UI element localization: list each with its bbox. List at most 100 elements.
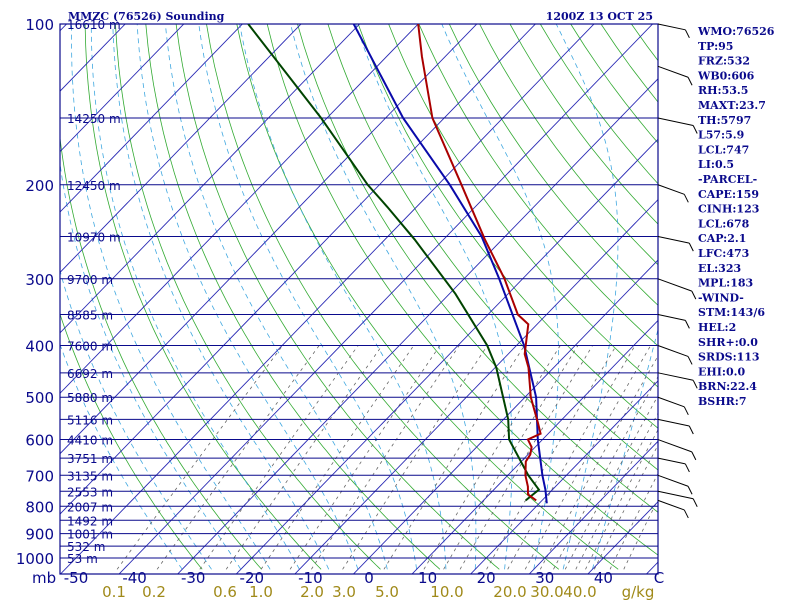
mixing-ratio-tick-label: 0.6: [213, 583, 237, 600]
isotherm: [177, 78, 658, 574]
index-line: STM:143/6: [698, 306, 765, 319]
height-label: 10970 m: [67, 230, 121, 244]
moist-adiabat: [239, 24, 447, 570]
temperature-tick-label: 30: [535, 569, 554, 587]
height-label: 8585 m: [67, 309, 113, 323]
mixing-ratio-tick-label: 3.0: [332, 583, 356, 600]
mixing-ratio-tick-label: 0.1: [102, 583, 126, 600]
mixing-ratio-tick-label: 0.2: [142, 583, 166, 600]
moist-adiabat: [71, 24, 271, 570]
index-line: CAP:2.1: [698, 232, 746, 245]
mixing-ratio-line: [260, 345, 415, 570]
index-line: TP:95: [698, 40, 733, 53]
wind-barb-flag: [687, 356, 693, 365]
index-line: CAPE:159: [698, 188, 759, 201]
index-line: WMO:76526: [697, 25, 775, 38]
height-label: 1001 m: [67, 528, 113, 542]
temperature-line: [417, 24, 542, 502]
isotherm: [60, 24, 302, 274]
pressure-tick-label: 200: [25, 177, 54, 195]
moist-adiabat: [290, 24, 477, 570]
mixing-ratio-labels: 0.1 0.2 0.6 1.0 2.0 3.0 5.0 10.0 20.0 30.0 40.0 g/k…: [102, 583, 654, 600]
pressure-tick-label: 700: [25, 467, 54, 485]
index-line: LFC:473: [698, 247, 749, 260]
wind-barb: [657, 65, 689, 78]
index-line: TH:5797: [698, 114, 751, 127]
mixing-ratio-tick-label: 30.0: [530, 583, 563, 600]
wind-barb-flag: [684, 320, 690, 329]
mixing-ratio-tick-label: 40.0: [563, 583, 596, 600]
height-label: 12450 m: [67, 179, 121, 193]
pressure-axis-labels: 100 200 300 400 500 600 700 800 900 1000: [16, 16, 54, 568]
height-label: 3135 m: [67, 469, 113, 483]
mixing-ratio-line: [342, 345, 488, 570]
wind-barb-flag: [688, 242, 694, 252]
mixing-ratio-tick-label: 10.0: [430, 583, 463, 600]
index-line: BSHR:7: [698, 395, 747, 408]
moist-adiabat: [60, 160, 242, 570]
plot-frame: [59, 23, 659, 575]
wind-barb: [657, 457, 686, 465]
isotherm: [60, 24, 361, 334]
wind-barb-flag: [684, 29, 690, 39]
chart-subtitle: 1200Z 13 OCT 25: [546, 10, 653, 23]
wind-barb-flag: [692, 498, 698, 507]
mixing-ratio-tick-label: 5.0: [375, 583, 399, 600]
index-line: CINH:123: [698, 203, 759, 216]
temperature-tick-label: -10: [298, 569, 323, 587]
isotherm: [60, 24, 478, 455]
isotherm: [294, 199, 658, 574]
height-label: 7600 m: [67, 340, 113, 354]
wind-barb: [657, 236, 690, 244]
index-line: FRZ:532: [698, 55, 750, 68]
index-line: LCL:678: [698, 217, 750, 230]
mixing-ratio-line: [116, 345, 284, 570]
pressure-tick-label: 800: [25, 498, 54, 516]
mixing-ratio-tick-label: 2.0: [300, 583, 324, 600]
index-line: -WIND-: [698, 291, 744, 304]
index-line: LI:0.5: [698, 158, 734, 171]
wind-barb: [657, 345, 689, 357]
wind-barb: [657, 439, 692, 453]
index-line: MAXT:23.7: [698, 99, 766, 112]
moist-adiabat: [112, 24, 330, 570]
temperature-unit-label: C: [654, 569, 664, 587]
temperature-tick-label: -40: [122, 569, 147, 587]
mixing-ratio-line: [507, 345, 636, 570]
wind-barb-flag: [683, 194, 689, 203]
mixing-ratio-tick-label: 20.0: [493, 583, 526, 600]
wind-profile: [657, 23, 698, 519]
wind-barb: [657, 23, 686, 31]
isotherm: [470, 380, 658, 574]
pressure-tick-label: 500: [25, 389, 54, 407]
height-label: 1492 m: [67, 514, 113, 528]
wind-barb: [657, 278, 692, 292]
mixing-ratio-line: [575, 412, 658, 570]
temperature-tick-label: 40: [594, 569, 613, 587]
temperature-tick-label: -50: [64, 569, 89, 587]
wind-barb: [657, 474, 689, 487]
index-line: BRN:22.4: [698, 380, 757, 393]
temperature-tick-label: -30: [181, 569, 206, 587]
index-line: L57:5.9: [698, 129, 744, 142]
moist-adiabat: [60, 269, 212, 570]
isotherm: [118, 24, 654, 574]
index-line: MPL:183: [698, 277, 753, 290]
wind-barb: [657, 372, 694, 381]
wind-barb-flag: [691, 451, 697, 461]
isotherm: [235, 138, 658, 574]
isotherm: [60, 24, 595, 574]
temperature-axis-labels: mb -50 -40 -30 -20 -10 0 10 20 30 40 C: [32, 569, 664, 587]
wind-barb-flag: [683, 509, 689, 519]
height-label: 53 m: [67, 552, 98, 566]
plot-frame-border: [59, 23, 659, 575]
chart-title: MMZC (76526) Sounding: [68, 10, 225, 23]
isotherm: [352, 259, 658, 574]
mixing-ratio-line: [459, 345, 593, 570]
height-label: 2007 m: [67, 500, 113, 514]
index-line: EL:323: [698, 262, 741, 275]
moist-adiabat: [60, 343, 183, 570]
mixing-ratio-line: [199, 345, 359, 570]
height-label: 6692 m: [67, 367, 113, 381]
index-line: HEL:2: [698, 321, 736, 334]
